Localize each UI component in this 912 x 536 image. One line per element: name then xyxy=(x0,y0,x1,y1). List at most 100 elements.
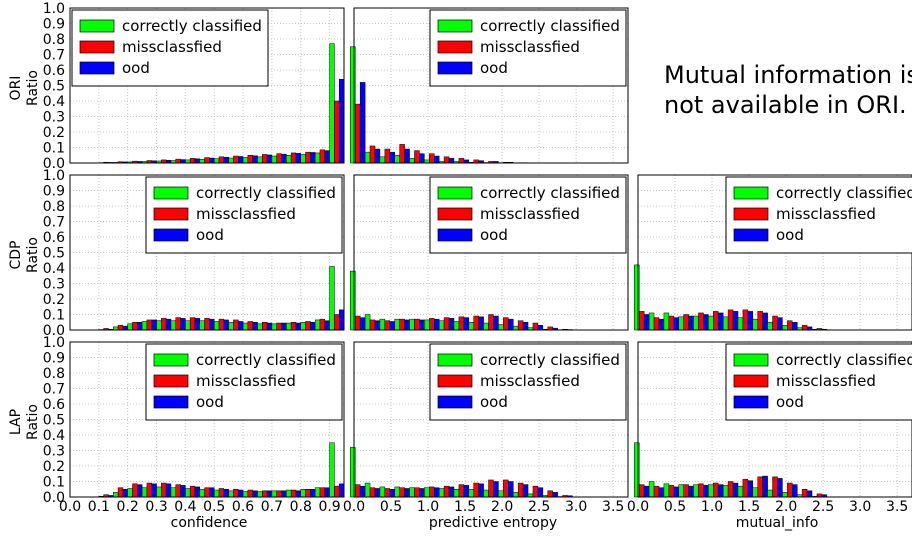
y-tick-label: 0.6 xyxy=(43,63,65,79)
legend-label: missclassfied xyxy=(480,372,580,390)
legend-label: ood xyxy=(776,393,804,411)
bar-ood xyxy=(747,311,754,331)
legend: correctly classified missclassfied ood xyxy=(725,343,912,421)
bar-ood xyxy=(433,487,440,498)
x-tick-label: 0.9 xyxy=(318,499,340,515)
bar-correctly-classified xyxy=(708,484,714,498)
bar-ood xyxy=(310,489,316,498)
bar-ood xyxy=(237,156,244,164)
bar-correctly-classified xyxy=(300,154,306,164)
legend-swatch-correctly-classified xyxy=(153,186,189,200)
ori-row-label: ORI xyxy=(8,76,24,101)
bar-correctly-classified xyxy=(314,152,321,164)
bar-ood xyxy=(643,485,650,498)
bar-missclassfied xyxy=(354,484,361,498)
legend-swatch-missclassfied xyxy=(437,374,473,388)
bar-ood xyxy=(448,318,455,331)
legend-swatch-ood xyxy=(437,61,473,75)
bar-missclassfied xyxy=(742,309,749,331)
bar-missclassfied xyxy=(175,317,181,331)
bar-ood xyxy=(389,151,395,164)
bar-ood xyxy=(194,158,201,164)
x-tick-label: 1.0 xyxy=(417,499,439,515)
bar-ood xyxy=(806,490,813,498)
bar-correctly-classified xyxy=(693,315,699,331)
bar-correctly-classified xyxy=(663,312,670,331)
bar-correctly-classified xyxy=(300,489,306,498)
bar-missclassfied xyxy=(204,318,210,331)
y-tick-label: 1.0 xyxy=(43,335,65,351)
legend-label: correctly classified xyxy=(776,184,912,202)
bar-correctly-classified xyxy=(708,315,714,331)
bar-missclassfied xyxy=(290,152,297,164)
bar-missclassfied xyxy=(233,155,239,164)
bar-missclassfied xyxy=(290,489,297,498)
bar-ood xyxy=(389,489,395,498)
bar-correctly-classified xyxy=(483,489,489,498)
bar-correctly-classified xyxy=(782,325,788,331)
bar-ood xyxy=(732,311,739,331)
bar-ood xyxy=(252,322,258,331)
bar-ood xyxy=(792,322,798,331)
bar-ood xyxy=(359,82,366,164)
bar-missclassfied xyxy=(218,488,225,498)
legend: correctly classified missclassfied ood xyxy=(145,343,343,421)
bar-correctly-classified xyxy=(634,264,640,331)
legend-swatch-missclassfied xyxy=(733,207,769,221)
legend-swatch-correctly-classified xyxy=(437,19,473,33)
bar-missclassfied xyxy=(247,155,253,164)
bar-ood xyxy=(209,157,215,164)
legend-label: ood xyxy=(480,226,508,244)
panel-frame xyxy=(69,341,345,498)
bar-missclassfied xyxy=(117,325,124,331)
labels-layer: ORI Ratio CDP Ratio LAP Ratio confidence… xyxy=(8,61,912,531)
bar-correctly-classified xyxy=(379,486,386,498)
bar-correctly-classified xyxy=(483,322,489,331)
legend-swatch-correctly-classified xyxy=(437,186,473,200)
bar-missclassfied xyxy=(503,317,509,331)
bar-missclassfied xyxy=(517,320,524,331)
x-tick-label: 0.0 xyxy=(343,499,365,515)
bar-correctly-classified xyxy=(127,488,133,498)
bar-correctly-classified xyxy=(424,319,430,331)
bar-ood xyxy=(688,315,694,331)
bar-ood xyxy=(281,322,287,331)
bar-missclassfied xyxy=(532,485,539,498)
bar-ood xyxy=(777,478,783,498)
bar-ood xyxy=(419,488,425,498)
bar-ood xyxy=(180,485,186,498)
bar-missclassfied xyxy=(218,156,225,164)
bar-ood xyxy=(252,155,258,164)
x-title-mutual-info: mutual_info xyxy=(736,515,819,531)
bar-correctly-classified xyxy=(767,322,773,331)
legend-label: correctly classified xyxy=(776,351,912,369)
y-tick-label: 0.9 xyxy=(43,184,65,200)
bar-ood xyxy=(281,490,287,498)
bar-ood xyxy=(478,316,484,331)
legend: correctly classified missclassfied ood xyxy=(71,9,269,87)
bar-missclassfied xyxy=(458,484,465,498)
bar-ood xyxy=(688,485,694,498)
bar-missclassfied xyxy=(218,318,225,331)
bar-ood xyxy=(703,314,709,331)
bar-ood xyxy=(281,153,287,164)
bar-ood xyxy=(324,150,330,164)
bar-correctly-classified xyxy=(438,488,445,498)
bar-missclassfied xyxy=(443,317,450,331)
bar-correctly-classified xyxy=(394,155,400,164)
legends-layer: correctly classifiedmissclassfiedoodcorr… xyxy=(71,9,912,421)
legend-swatch-missclassfied xyxy=(733,374,769,388)
bar-missclassfied xyxy=(132,322,138,331)
bar-missclassfied xyxy=(146,319,152,331)
bar-ood xyxy=(359,485,366,498)
panel-frame xyxy=(353,341,629,498)
legend-swatch-missclassfied xyxy=(153,207,189,221)
bar-ood xyxy=(338,79,345,164)
bar-ood xyxy=(762,312,768,331)
bar-ood xyxy=(463,317,470,331)
bar-correctly-classified xyxy=(693,484,699,498)
bar-missclassfied xyxy=(189,158,196,164)
bar-correctly-classified xyxy=(213,321,220,331)
bar-correctly-classified xyxy=(329,442,335,498)
bar-ood xyxy=(165,318,172,331)
